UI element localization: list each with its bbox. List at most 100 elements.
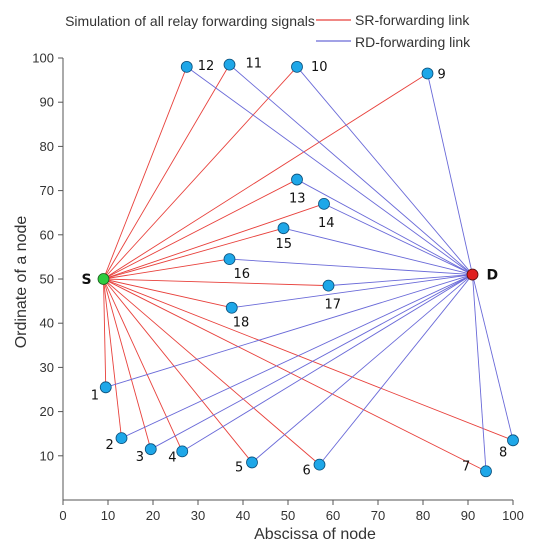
rd-link-10 [296,66,473,275]
relay-label-2: 2 [106,438,114,453]
sr-link-3 [103,278,152,450]
relay-label-8: 8 [499,445,507,460]
relay-node-12 [180,60,193,73]
sr-link-2 [103,278,122,439]
relay-node-2 [115,432,128,445]
sr-links-group [103,64,514,472]
rd-link-3 [150,274,473,450]
source-node [97,273,110,285]
y-tick-label: 90 [40,95,54,110]
sr-link-16 [103,258,230,280]
rd-link-14 [323,203,473,275]
y-tick-label: 50 [40,272,54,287]
y-tick-label: 30 [40,360,54,375]
x-tick-label: 50 [281,508,295,523]
relay-label-6: 6 [303,464,311,479]
sr-link-8 [103,278,514,441]
x-tick-label: 0 [59,508,66,523]
sr-link-15 [103,227,284,280]
relay-label-5: 5 [235,460,243,475]
relay-node-17 [322,279,335,292]
rd-link-4 [182,274,473,452]
sr-link-5 [103,278,253,463]
x-tick-label: 70 [371,508,385,523]
y-tick-label: 10 [40,448,54,463]
sr-link-18 [103,278,232,309]
x-tick-label: 100 [502,508,524,523]
rd-link-11 [229,64,473,275]
sr-link-17 [103,278,329,287]
rd-link-17 [328,274,473,287]
x-tick-label: 40 [236,508,250,523]
relay-node-15 [277,222,290,235]
sr-link-6 [103,278,320,465]
sr-link-4 [103,278,183,452]
y-tick-label: 70 [40,183,54,198]
relay-node-14 [318,197,330,210]
relay-label-15: 15 [276,237,293,252]
x-tick-label: 30 [191,508,205,523]
sr-link-12 [103,66,188,280]
y-tick-label: 100 [32,51,54,66]
chart-title: Simulation of all relay forwarding signa… [65,13,315,29]
rd-link-12 [186,66,473,275]
rd-link-8 [472,274,514,441]
sr-link-14 [103,203,325,280]
sr-link-7 [103,278,487,472]
x-ticks-group: 0 10 20 30 40 50 60 70 80 90 100 [59,500,524,523]
y-ticks-group: 10 20 30 40 50 60 70 80 90 100 [32,51,63,463]
relay-node-16 [223,253,236,266]
rd-link-5 [251,274,473,463]
rd-link-9 [427,73,473,275]
sr-link-1 [103,278,107,388]
relay-node-10 [291,60,303,73]
x-tick-label: 20 [146,508,160,523]
relay-label-17: 17 [325,298,342,313]
relay-label-16: 16 [234,267,251,282]
y-tick-label: 40 [40,316,54,331]
y-tick-label: 60 [40,227,54,242]
relay-label-13: 13 [289,192,306,207]
legend-rd-label: RD-forwarding link [355,34,471,50]
relay-node-8 [507,434,519,447]
relay-node-18 [225,301,238,314]
x-tick-label: 10 [101,508,115,523]
relay-label-4: 4 [168,450,176,465]
rd-link-18 [231,274,473,309]
source-label: S [82,272,92,288]
rd-link-6 [319,274,473,465]
rd-link-13 [296,179,473,275]
rd-link-7 [472,274,487,472]
relay-node-11 [223,58,236,71]
rd-link-2 [121,274,473,439]
relay-node-3 [144,443,157,456]
x-tick-label: 80 [416,508,430,523]
rd-links-group [105,64,514,472]
destination-label: D [487,268,499,284]
relay-label-7: 7 [462,459,470,474]
sr-link-13 [103,179,298,280]
relay-label-14: 14 [318,216,335,231]
destination-node [466,268,479,281]
x-tick-label: 90 [461,508,475,523]
relay-node-6 [313,458,326,471]
sr-link-9 [103,73,428,280]
sr-link-11 [103,64,230,280]
rd-link-15 [283,227,473,276]
relay-node-13 [291,173,303,186]
x-axis-title: Abscissa of node [254,526,376,543]
y-axis-title: Ordinate of a node [13,216,30,349]
relay-label-10: 10 [311,60,328,75]
relay-label-3: 3 [136,450,144,465]
relay-node-1 [99,381,112,394]
relay-node-9 [421,67,434,80]
rd-link-16 [229,258,473,276]
sr-link-10 [103,66,298,280]
relay-label-12: 12 [198,59,215,74]
y-tick-label: 20 [40,404,54,419]
legend-sr-label: SR-forwarding link [355,12,470,28]
relay-node-7 [480,465,492,478]
relay-label-11: 11 [246,57,263,72]
